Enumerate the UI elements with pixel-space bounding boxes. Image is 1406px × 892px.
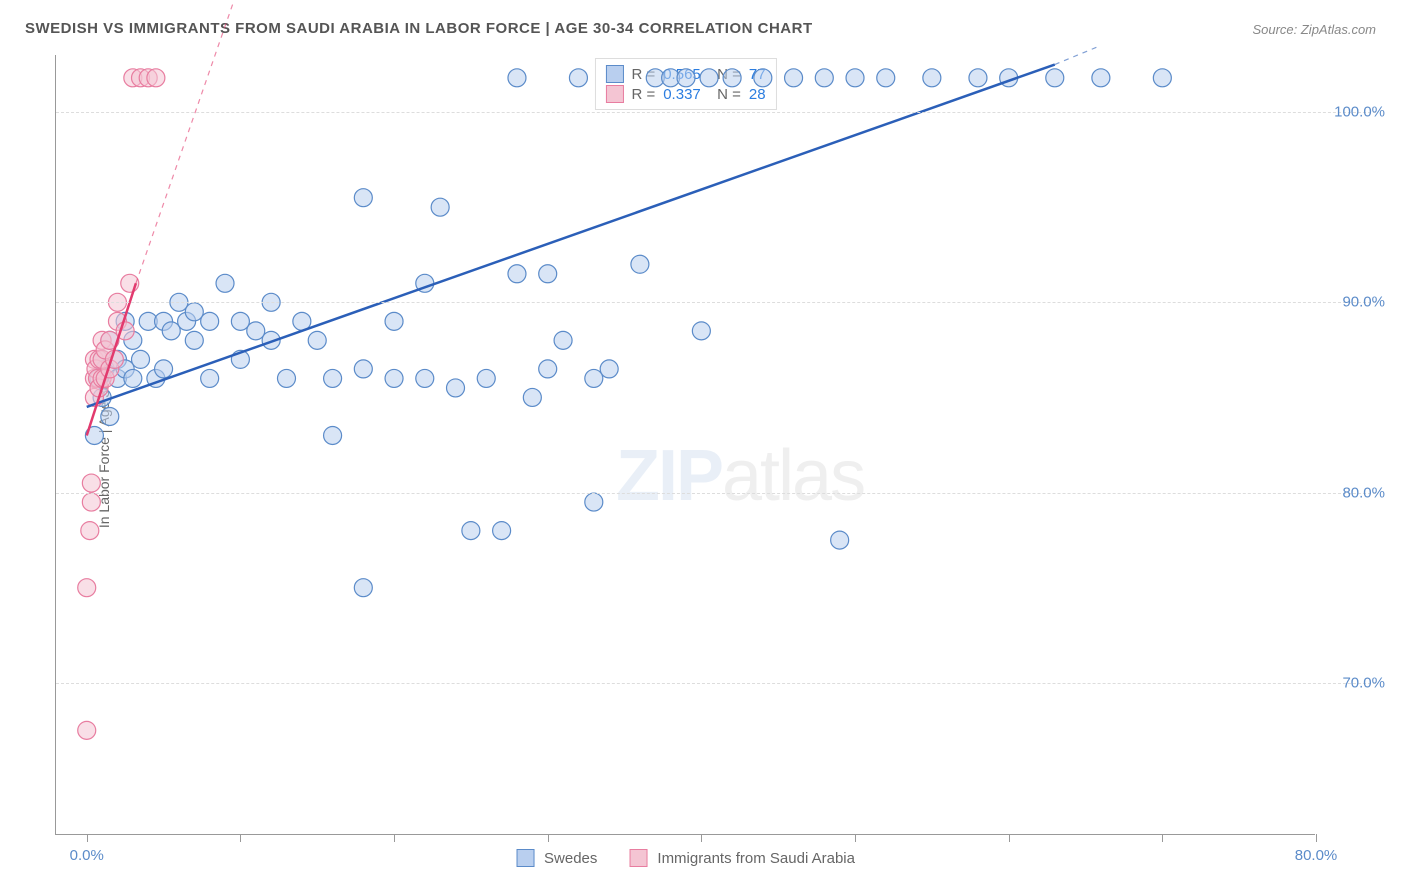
x-tick — [1009, 834, 1010, 842]
data-point — [277, 369, 295, 387]
data-point — [124, 369, 142, 387]
data-point — [969, 69, 987, 87]
data-point — [846, 69, 864, 87]
data-point — [831, 531, 849, 549]
data-point — [877, 69, 895, 87]
plot-area: In Labor Force | Age 30-34 ZIPatlas R = … — [55, 55, 1315, 835]
data-point — [815, 69, 833, 87]
data-point — [700, 69, 718, 87]
x-tick — [394, 834, 395, 842]
data-point — [1046, 69, 1064, 87]
data-point — [324, 426, 342, 444]
chart-svg — [56, 55, 1315, 834]
data-point — [247, 322, 265, 340]
data-point — [78, 721, 96, 739]
chart-title: SWEDISH VS IMMIGRANTS FROM SAUDI ARABIA … — [25, 20, 813, 37]
data-point — [600, 360, 618, 378]
data-point — [216, 274, 234, 292]
legend-series-0: Swedes — [544, 850, 597, 867]
y-tick-label: 80.0% — [1342, 484, 1385, 501]
data-point — [101, 407, 119, 425]
data-point — [569, 69, 587, 87]
data-point — [354, 360, 372, 378]
data-point — [754, 69, 772, 87]
data-point — [201, 312, 219, 330]
data-point — [508, 69, 526, 87]
data-point — [539, 360, 557, 378]
x-tick — [548, 834, 549, 842]
data-point — [82, 493, 100, 511]
data-point — [231, 312, 249, 330]
data-point — [477, 369, 495, 387]
x-tick-label: 80.0% — [1295, 847, 1338, 864]
trend-line-extrapolated — [1055, 45, 1101, 64]
data-point — [155, 360, 173, 378]
x-tick — [87, 834, 88, 842]
data-point — [324, 369, 342, 387]
data-point — [462, 522, 480, 540]
grid-line — [56, 493, 1376, 494]
data-point — [677, 69, 695, 87]
data-point — [585, 369, 603, 387]
grid-line — [56, 302, 1376, 303]
data-point — [447, 379, 465, 397]
data-point — [78, 579, 96, 597]
source-label: Source: ZipAtlas.com — [1252, 22, 1376, 37]
data-point — [431, 198, 449, 216]
swatch-blue — [516, 849, 534, 867]
data-point — [785, 69, 803, 87]
x-tick — [240, 834, 241, 842]
x-tick — [701, 834, 702, 842]
data-point — [692, 322, 710, 340]
data-point — [201, 369, 219, 387]
x-tick — [1316, 834, 1317, 842]
data-point — [554, 331, 572, 349]
trend-line-extrapolated — [136, 0, 248, 283]
trend-line — [87, 65, 1055, 407]
data-point — [385, 312, 403, 330]
data-point — [539, 265, 557, 283]
data-point — [147, 69, 165, 87]
legend-series-1: Immigrants from Saudi Arabia — [657, 850, 855, 867]
y-tick-label: 90.0% — [1342, 294, 1385, 311]
data-point — [82, 474, 100, 492]
data-point — [354, 579, 372, 597]
y-tick-label: 100.0% — [1334, 104, 1385, 121]
data-point — [385, 369, 403, 387]
grid-line — [56, 112, 1376, 113]
data-point — [523, 388, 541, 406]
data-point — [416, 369, 434, 387]
data-point — [493, 522, 511, 540]
swatch-pink — [629, 849, 647, 867]
y-tick-label: 70.0% — [1342, 674, 1385, 691]
data-point — [1092, 69, 1110, 87]
data-point — [631, 255, 649, 273]
series-legend: Swedes Immigrants from Saudi Arabia — [516, 849, 855, 867]
data-point — [508, 265, 526, 283]
data-point — [354, 189, 372, 207]
x-tick-label: 0.0% — [70, 847, 104, 864]
data-point — [723, 69, 741, 87]
data-point — [923, 69, 941, 87]
x-tick — [855, 834, 856, 842]
data-point — [81, 522, 99, 540]
data-point — [185, 303, 203, 321]
data-point — [585, 493, 603, 511]
data-point — [162, 322, 180, 340]
x-tick — [1162, 834, 1163, 842]
data-point — [132, 350, 150, 368]
data-point — [1153, 69, 1171, 87]
data-point — [308, 331, 326, 349]
data-point — [185, 331, 203, 349]
grid-line — [56, 683, 1376, 684]
